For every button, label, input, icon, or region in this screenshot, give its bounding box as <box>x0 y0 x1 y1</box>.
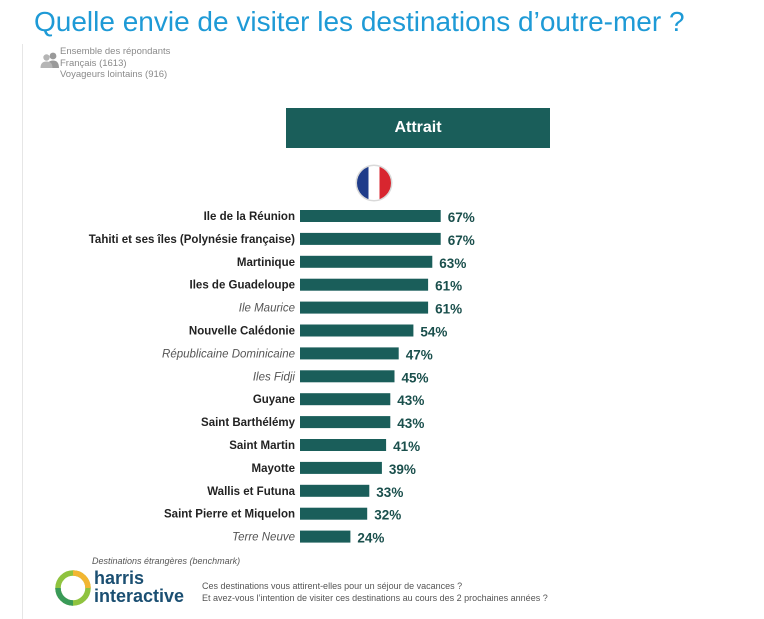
logo-ring-icon <box>55 570 91 606</box>
bar-republicaine-dominicaine <box>300 347 399 360</box>
bar-martinique <box>300 255 433 268</box>
value-label-nouvelle-caledonie: 54% <box>420 325 447 340</box>
category-label-republicaine-dominicaine: Républicaine Dominicaine <box>162 348 295 360</box>
bar-saint-barthelemy <box>300 416 391 429</box>
value-label-terre-neuve: 24% <box>357 531 384 546</box>
value-label-ile-de-la-reunion: 67% <box>448 210 475 225</box>
respondents-line-all: Ensemble des répondants <box>60 46 171 57</box>
french-flag-icon <box>355 164 393 202</box>
value-label-saint-pierre-et-miquelon: 32% <box>374 508 401 523</box>
category-label-saint-martin: Saint Martin <box>229 440 295 452</box>
value-label-ile-maurice: 61% <box>435 302 462 317</box>
bar-wallis-et-futuna <box>300 484 370 497</box>
category-label-terre-neuve: Terre Neuve <box>232 532 295 544</box>
value-label-iles-de-guadeloupe: 61% <box>435 279 462 294</box>
category-label-ile-maurice: Ile Maurice <box>239 303 295 315</box>
category-label-wallis-et-futuna: Wallis et Futuna <box>207 486 295 498</box>
bar-iles-fidji <box>300 370 395 383</box>
page-title: Quelle envie de visiter les destinations… <box>34 6 685 37</box>
left-divider-line <box>22 44 23 619</box>
value-label-saint-martin: 41% <box>393 439 420 454</box>
benchmark-note: Destinations étrangères (benchmark) <box>92 556 241 566</box>
respondents-line-french: Français (1613) <box>60 57 127 69</box>
value-label-iles-fidji: 45% <box>402 370 429 385</box>
bar-ile-de-la-reunion <box>300 210 441 222</box>
category-label-iles-de-guadeloupe: Iles de Guadeloupe <box>190 280 295 292</box>
bar-nouvelle-caledonie <box>300 324 414 337</box>
value-label-tahiti-et-ses-iles-polynesie-francaise: 67% <box>448 233 475 248</box>
category-label-ile-de-la-reunion: Ile de la Réunion <box>204 211 295 223</box>
category-label-saint-barthelemy: Saint Barthélémy <box>201 417 296 429</box>
bar-saint-pierre-et-miquelon <box>300 507 368 520</box>
bar-ile-maurice <box>300 301 429 314</box>
question-line-1: Ces destinations vous attirent-elles pou… <box>202 581 463 591</box>
category-label-saint-pierre-et-miquelon: Saint Pierre et Miquelon <box>164 509 295 521</box>
bar-guyane <box>300 393 391 406</box>
category-label-martinique: Martinique <box>237 257 295 269</box>
value-label-martinique: 63% <box>439 256 466 271</box>
harris-interactive-logo: harris interactive <box>54 567 190 611</box>
logo-line-harris: harris <box>94 568 145 588</box>
value-label-wallis-et-futuna: 33% <box>376 485 403 500</box>
people-icon <box>40 52 59 68</box>
bar-mayotte <box>300 461 382 474</box>
question-line-2: Et avez-vous l’intention de visiter ces … <box>202 593 548 603</box>
attrait-column-header: Attrait <box>286 108 550 148</box>
category-label-iles-fidji: Iles Fidji <box>253 371 296 383</box>
bar-iles-de-guadeloupe <box>300 278 429 291</box>
value-label-mayotte: 39% <box>389 462 416 477</box>
value-label-republicaine-dominicaine: 47% <box>406 347 433 362</box>
category-label-tahiti-et-ses-iles-polynesie-francaise: Tahiti et ses îles (Polynésie française) <box>89 234 295 246</box>
bar-terre-neuve <box>300 530 351 543</box>
logo-wordmark: harris interactive <box>94 569 184 605</box>
category-label-mayotte: Mayotte <box>252 463 295 475</box>
bar-tahiti-et-ses-iles-polynesie-francaise <box>300 232 441 245</box>
category-label-guyane: Guyane <box>253 394 295 406</box>
bar-saint-martin <box>300 439 387 451</box>
category-label-nouvelle-caledonie: Nouvelle Calédonie <box>189 326 295 338</box>
survey-question: Ces destinations vous attirent-elles pou… <box>202 580 548 604</box>
respondents-line-travellers: Voyageurs lointains (916) <box>60 69 168 80</box>
value-label-saint-barthelemy: 43% <box>397 416 424 431</box>
logo-line-interactive: interactive <box>94 586 185 606</box>
value-label-guyane: 43% <box>397 393 424 408</box>
